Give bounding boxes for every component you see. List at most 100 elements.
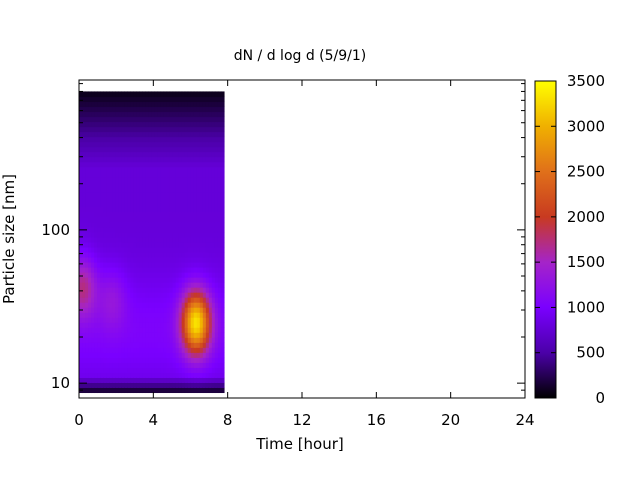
heatmap-cell <box>139 186 144 193</box>
heatmap-cell <box>121 297 125 303</box>
heatmap-cell <box>91 151 95 158</box>
heatmap-cell <box>145 191 150 198</box>
heatmap-cell <box>214 96 219 103</box>
heatmap-cell <box>187 387 192 394</box>
heatmap-cell <box>196 312 201 318</box>
heatmap-cell <box>217 272 222 278</box>
heatmap-cell <box>109 327 113 333</box>
heatmap-cell <box>91 261 95 268</box>
colorbar-tick-label: 1500 <box>567 253 605 271</box>
heatmap-cell <box>100 231 104 238</box>
heatmap-cell <box>208 261 213 268</box>
heatmap-cell <box>181 382 186 388</box>
heatmap-cell <box>202 387 207 394</box>
heatmap-cell <box>154 327 159 333</box>
heatmap-cell <box>160 251 165 258</box>
heatmap-cell <box>97 96 101 103</box>
heatmap-cell <box>178 196 183 203</box>
heatmap-cell <box>94 206 98 213</box>
heatmap-cell <box>190 347 195 353</box>
heatmap-cell <box>160 261 165 268</box>
heatmap-cell <box>190 96 195 103</box>
heatmap-cell <box>169 367 174 373</box>
heatmap-cell <box>142 106 147 113</box>
heatmap-cell <box>118 96 122 103</box>
heatmap-cell <box>82 322 86 328</box>
heatmap-cell <box>91 292 95 298</box>
heatmap-cell <box>145 141 150 148</box>
heatmap-cell <box>151 241 156 248</box>
heatmap-cell <box>115 101 119 108</box>
heatmap-cell <box>196 302 201 308</box>
heatmap-cell <box>115 176 119 183</box>
heatmap-cell <box>190 226 195 233</box>
heatmap-cell <box>88 146 92 153</box>
heatmap-cell <box>85 191 89 198</box>
heatmap-cell <box>79 106 83 113</box>
heatmap-cell <box>169 267 174 273</box>
heatmap-cell <box>145 241 150 248</box>
heatmap-cell <box>166 246 171 253</box>
heatmap-cell <box>184 317 189 323</box>
heatmap-cell <box>181 131 186 138</box>
heatmap-cell <box>193 196 198 203</box>
heatmap-cell <box>145 287 150 293</box>
heatmap-cell <box>79 246 83 253</box>
heatmap-cell <box>151 121 156 128</box>
heatmap-cell <box>211 146 216 153</box>
heatmap-cell <box>88 226 92 233</box>
heatmap-cell <box>124 382 128 388</box>
heatmap-cell <box>172 382 177 388</box>
heatmap-cell <box>205 292 210 298</box>
heatmap-cell <box>103 206 107 213</box>
heatmap-cell <box>85 337 89 343</box>
heatmap-cell <box>214 322 219 328</box>
heatmap-cell <box>115 297 119 303</box>
heatmap-cell <box>103 221 107 228</box>
heatmap-cell <box>211 236 216 243</box>
heatmap-cell <box>214 216 219 223</box>
heatmap-cell <box>91 226 95 233</box>
heatmap-cell <box>118 166 122 173</box>
heatmap-cell <box>196 367 201 373</box>
heatmap-cell <box>193 382 198 388</box>
heatmap-cell <box>136 367 140 373</box>
heatmap-cell <box>157 287 162 293</box>
heatmap-cell <box>91 156 95 163</box>
heatmap-cell <box>208 312 213 318</box>
heatmap-cell <box>148 226 153 233</box>
heatmap-cell <box>139 146 144 153</box>
heatmap-cell <box>112 221 116 228</box>
heatmap-cell <box>175 282 180 288</box>
heatmap-cell <box>178 161 183 168</box>
heatmap-cell <box>88 131 92 138</box>
heatmap-cell <box>130 302 134 308</box>
heatmap-cell <box>181 367 186 373</box>
heatmap-cell <box>85 181 89 188</box>
heatmap-cell <box>217 246 222 253</box>
heatmap-cell <box>133 226 137 233</box>
heatmap-cell <box>112 206 116 213</box>
heatmap-cell <box>148 342 153 348</box>
heatmap-cell <box>208 216 213 223</box>
heatmap-cell <box>94 327 98 333</box>
heatmap-cell <box>169 382 174 388</box>
heatmap-cell <box>136 191 140 198</box>
heatmap-cell <box>202 126 207 133</box>
heatmap-cell <box>175 106 180 113</box>
heatmap-cell <box>100 116 104 123</box>
heatmap-cell <box>94 191 98 198</box>
heatmap-cell <box>178 221 183 228</box>
heatmap-cell <box>88 282 92 288</box>
heatmap-cell <box>142 121 147 128</box>
heatmap-cell <box>172 256 177 263</box>
heatmap-cell <box>85 186 89 193</box>
heatmap-cell <box>100 362 104 368</box>
heatmap-cell <box>109 357 113 363</box>
heatmap-cell <box>181 186 186 193</box>
heatmap-cell <box>220 106 225 113</box>
heatmap-cell <box>205 357 210 363</box>
heatmap-cell <box>184 216 189 223</box>
heatmap-cell <box>82 176 86 183</box>
heatmap-cell <box>202 322 207 328</box>
